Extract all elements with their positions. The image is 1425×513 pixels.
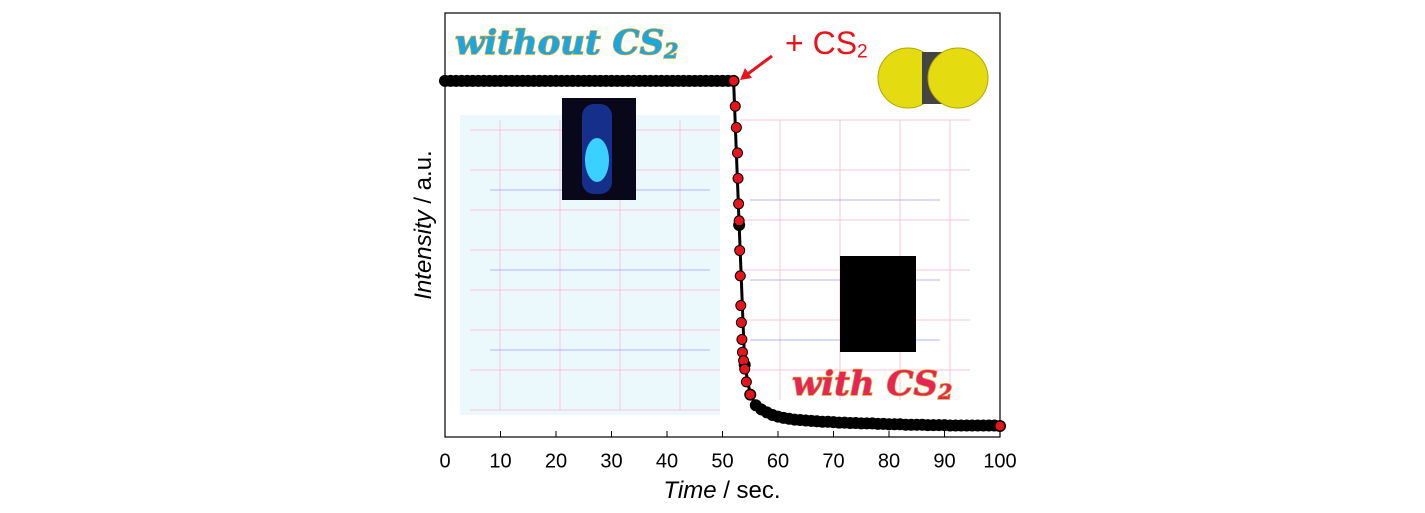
- x-tick-label: 50: [711, 450, 733, 472]
- x-tick-label: 20: [545, 450, 567, 472]
- data-point: [735, 317, 747, 329]
- x-tick-label: 100: [983, 450, 1016, 472]
- data-point: [734, 270, 746, 282]
- annotation: with CS2: [792, 364, 952, 404]
- x-axis-label-rest: / sec.: [717, 477, 781, 504]
- dark-photo: [840, 256, 916, 352]
- x-tick-label: 40: [656, 450, 678, 472]
- data-point: [735, 300, 747, 312]
- data-point: [728, 75, 740, 87]
- data-point: [733, 198, 745, 210]
- annotation-subscript: 2: [937, 380, 952, 404]
- data-point: [994, 420, 1006, 432]
- annotation-text: with CS: [792, 364, 938, 404]
- x-tick-label: 60: [767, 450, 789, 472]
- vial-photo: [562, 98, 636, 200]
- annotation-subscript: 2: [663, 39, 678, 63]
- data-point: [736, 333, 748, 345]
- x-tick-label: 80: [878, 450, 900, 472]
- data-point: [731, 147, 743, 159]
- data-point: [733, 215, 745, 227]
- arrow: [744, 54, 773, 78]
- annotation: + CS2: [785, 25, 868, 62]
- plot: [439, 74, 1006, 432]
- y-axis-label-italic: Intensity: [410, 208, 437, 299]
- x-tick-label: 10: [489, 450, 511, 472]
- annotation-subscript: 2: [857, 42, 868, 63]
- x-tick-label: 30: [600, 450, 622, 472]
- data-point: [740, 376, 752, 388]
- x-axis-label: Time / sec.: [663, 477, 780, 504]
- y-axis-label-rest: / a.u.: [410, 150, 437, 210]
- x-tick-label: 70: [822, 450, 844, 472]
- x-axis-label-italic: Time: [663, 477, 716, 504]
- data-point: [739, 363, 751, 375]
- data-point: [732, 172, 744, 184]
- arrow-head: [740, 68, 752, 80]
- cs2-molecule: [877, 47, 989, 109]
- data-point: [730, 121, 742, 133]
- annotation: without CS2: [455, 23, 678, 63]
- x-tick-label: 90: [933, 450, 955, 472]
- y-axis-label: Intensity / a.u.: [410, 150, 437, 299]
- annotation-text: + CS: [785, 25, 857, 61]
- data-point: [744, 389, 756, 401]
- annotation-text: without CS: [455, 23, 664, 63]
- data-point: [734, 244, 746, 256]
- x-tick-label: 0: [439, 450, 450, 472]
- data-point: [729, 100, 741, 112]
